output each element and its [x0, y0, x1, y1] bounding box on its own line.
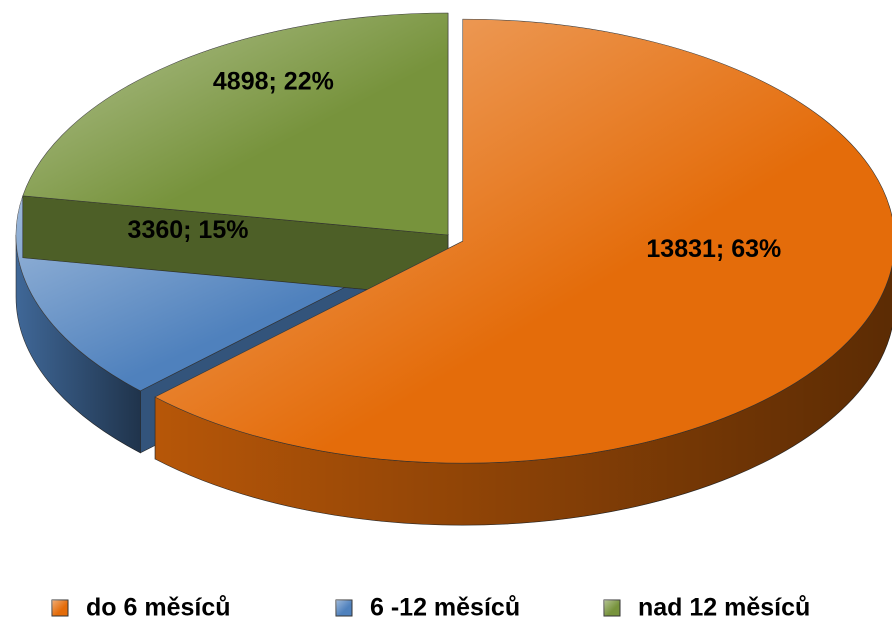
legend-label: do 6 měsíců: [86, 594, 231, 622]
slice-shine: [155, 19, 892, 464]
legend: do 6 měsíců 6 -12 měsíců nad 12 měsíců: [51, 594, 810, 622]
data-label: 4898; 22%: [213, 67, 334, 95]
data-label: 3360; 15%: [128, 216, 249, 244]
legend-swatch-shine: [604, 600, 620, 616]
legend-swatch-shine: [52, 600, 68, 616]
legend-swatch-shine: [336, 600, 352, 616]
slice-wall-shade: [155, 265, 892, 526]
pie: 13831; 63% 3360; 15% 4898; 22%: [15, 12, 892, 526]
data-label: 13831; 63%: [646, 235, 781, 263]
legend-label: nad 12 měsíců: [638, 594, 810, 622]
legend-label: 6 -12 měsíců: [370, 594, 520, 622]
slice-side-shade: [22, 195, 449, 297]
slice-shine: [22, 13, 449, 235]
slice-wall-shade: [16, 235, 141, 453]
